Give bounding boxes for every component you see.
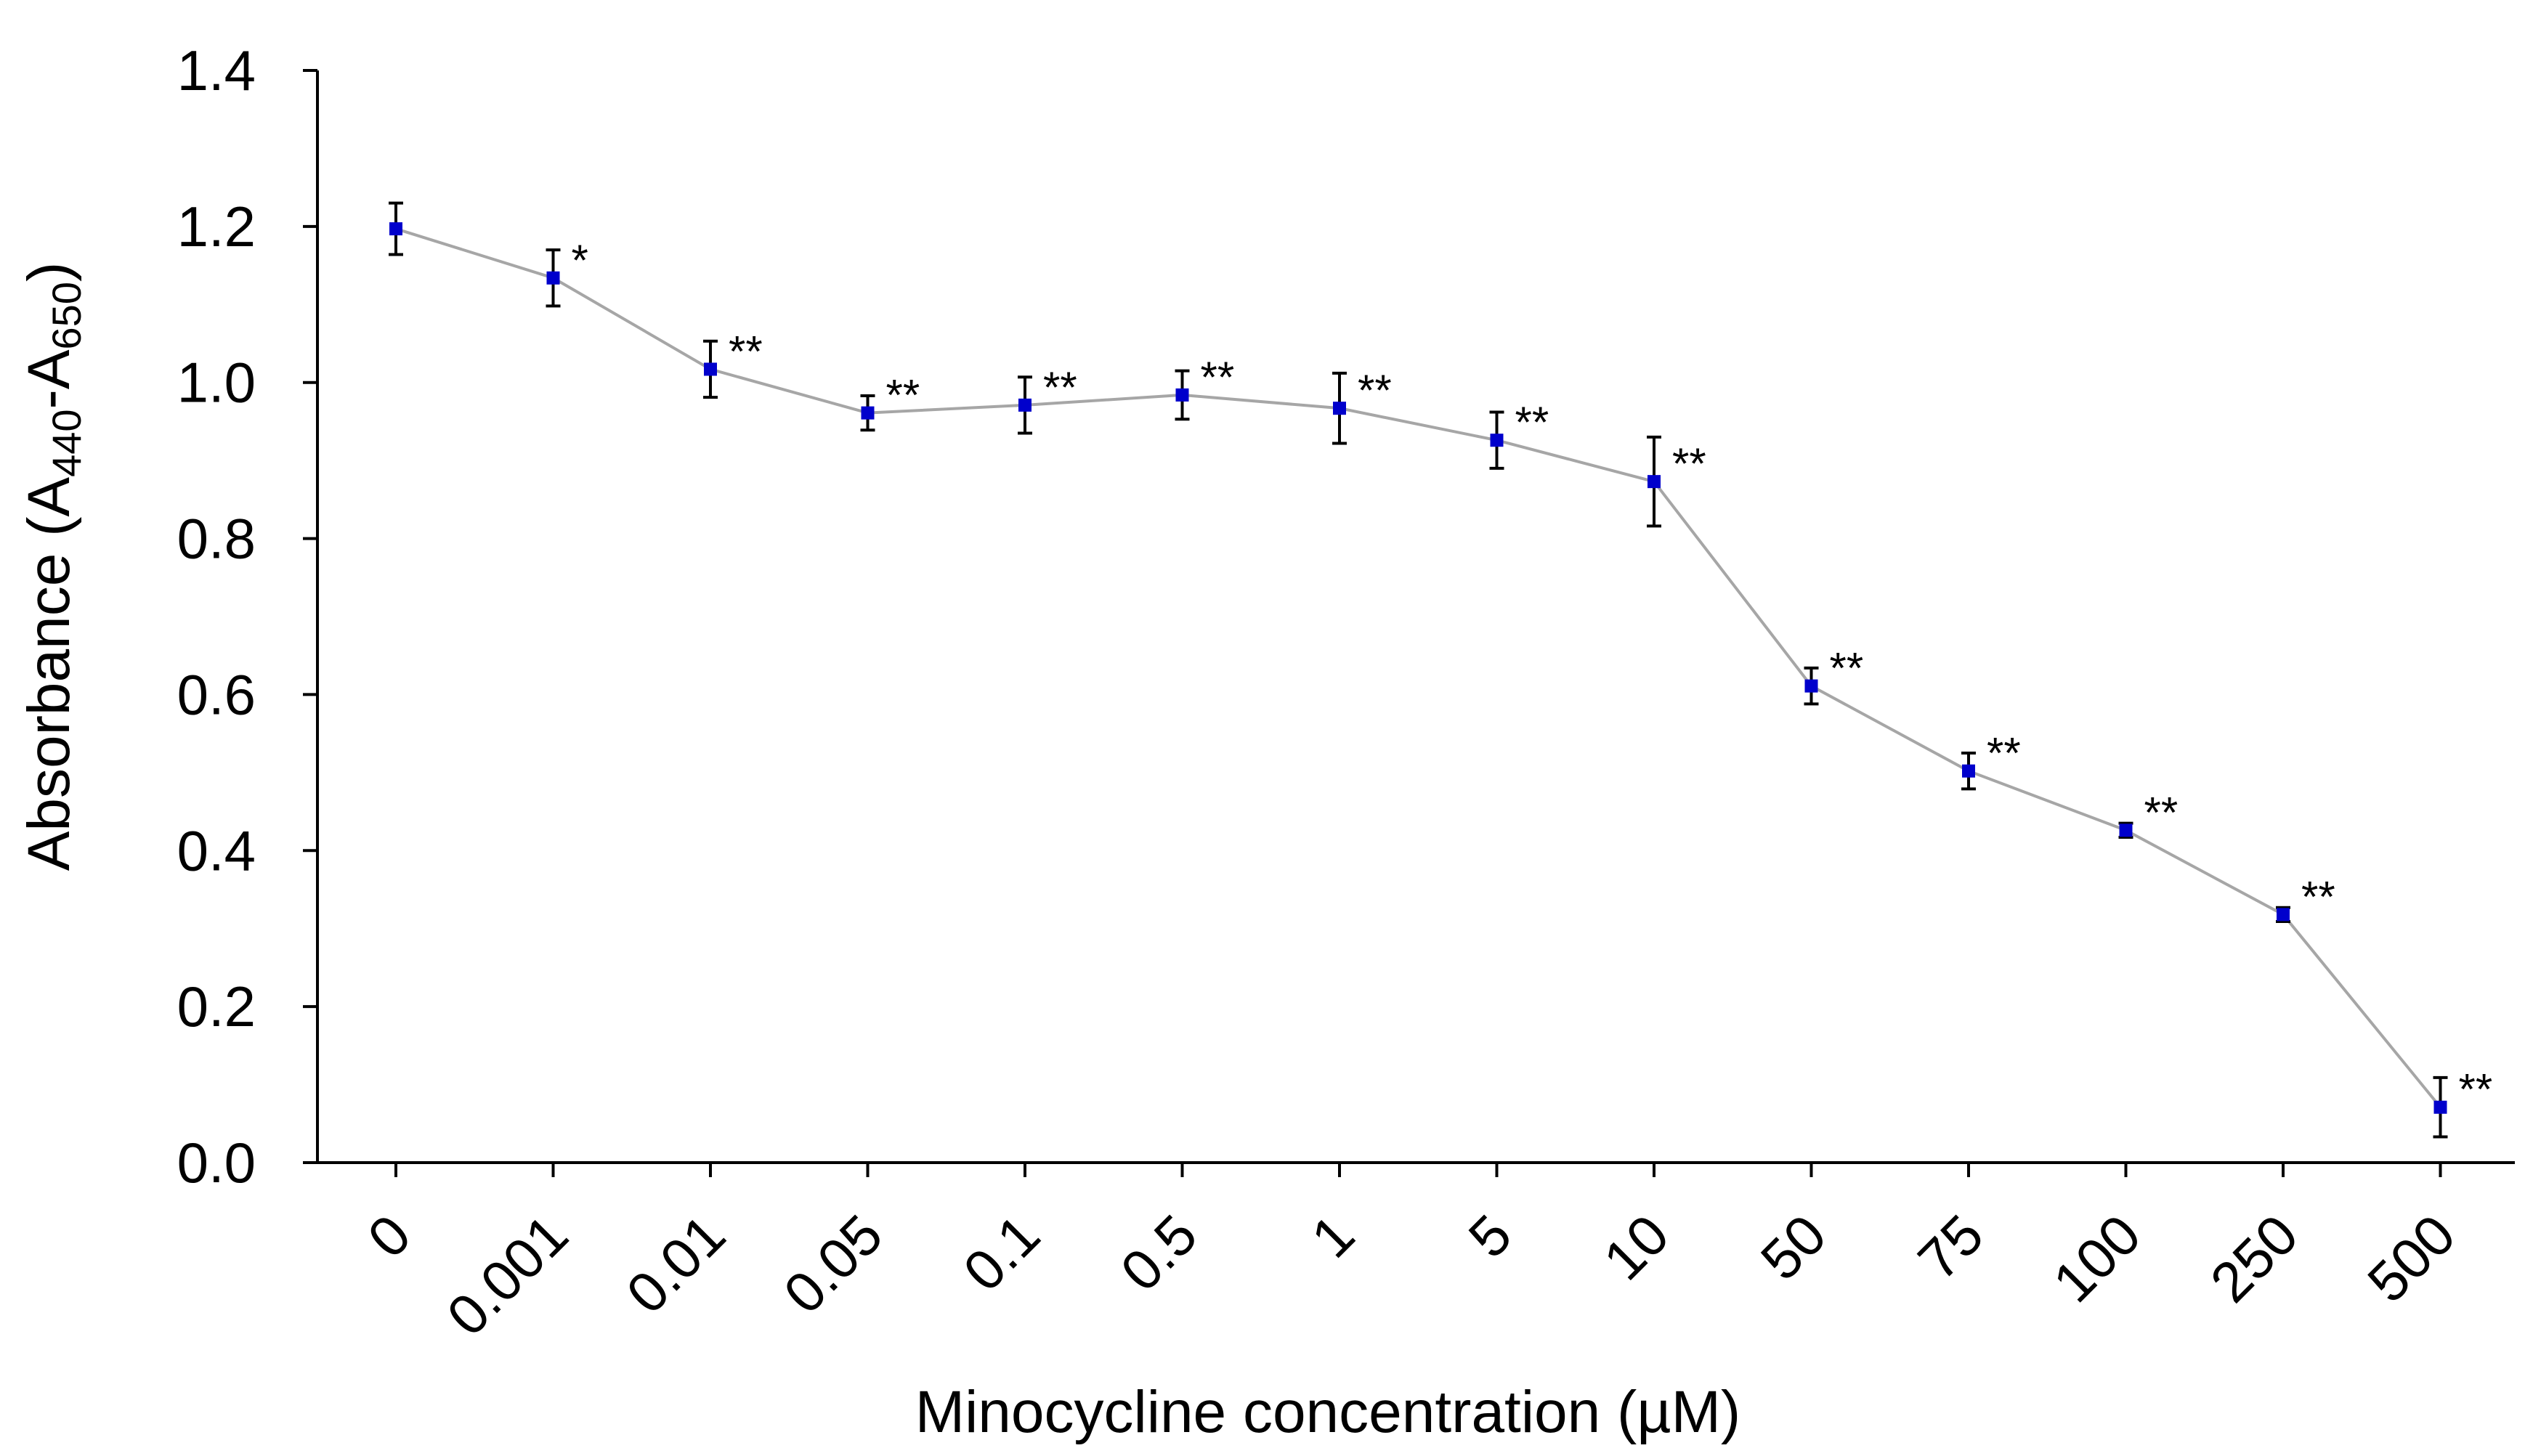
data-point [2277, 908, 2290, 922]
significance-label: ** [1043, 363, 1077, 412]
significance-label: ** [1201, 353, 1235, 402]
data-point [1490, 434, 1504, 447]
y-axis-ticks: 0.0 0.2 0.4 0.6 0.8 1.0 1.2 1.4 [177, 38, 317, 1195]
significance-label: ** [729, 327, 763, 375]
series-line [395, 227, 2442, 1108]
x-tick-label: 10 [1591, 1203, 1681, 1293]
x-tick-label: 1 [1299, 1203, 1366, 1270]
x-tick-label: 0.01 [614, 1203, 737, 1326]
x-tick-label: 50 [1748, 1203, 1839, 1293]
y-axis-title-sub2: 650 [44, 282, 89, 349]
data-point [1018, 398, 1032, 412]
significance-label: ** [2301, 872, 2335, 921]
y-tick-label: 0.4 [177, 818, 256, 882]
y-tick-label: 0.8 [177, 507, 256, 571]
data-point [546, 271, 560, 285]
significance-label: ** [1987, 729, 2021, 778]
x-tick-label: 0.1 [951, 1203, 1052, 1304]
data-point [389, 222, 402, 236]
data-point [1175, 388, 1189, 402]
chart-axes [316, 70, 2515, 1164]
y-tick-label: 1.4 [177, 38, 256, 102]
x-tick-label: 100 [2040, 1203, 2152, 1314]
x-tick-label: 0 [355, 1203, 423, 1270]
y-axis-title-mid: -A [16, 349, 82, 409]
significance-label: ** [1358, 366, 1392, 415]
y-tick-label: 0.0 [177, 1131, 256, 1195]
data-point [2433, 1100, 2447, 1114]
data-point [861, 406, 875, 420]
x-tick-label: 250 [2198, 1203, 2310, 1314]
y-tick-label: 1.2 [177, 195, 256, 259]
data-point [1648, 475, 1661, 489]
x-tick-label: 75 [1905, 1203, 1995, 1293]
y-tick-label: 0.6 [177, 662, 256, 726]
x-tick-label: 0.05 [771, 1203, 895, 1326]
data-point [1962, 764, 1975, 778]
significance-label: ** [1515, 398, 1549, 447]
significance-label: ** [886, 371, 920, 420]
x-tick-label: 0.5 [1109, 1203, 1209, 1304]
significance-label: ** [2459, 1065, 2493, 1114]
x-tick-label: 5 [1456, 1203, 1524, 1270]
x-tick-label: 500 [2355, 1203, 2467, 1314]
y-tick-label: 1.0 [177, 351, 256, 415]
data-point [704, 362, 717, 376]
data-point [1333, 402, 1346, 415]
x-axis-ticks: 0 0.001 0.01 0.05 0.1 0.5 1 5 10 50 75 100 250 500 [355, 1163, 2468, 1348]
y-axis-title-end: ) [16, 262, 82, 282]
significance-label: * [572, 236, 588, 285]
x-axis-title: Minocycline concentration (µM) [915, 1379, 1740, 1445]
data-series: ***** ** ** **************** [389, 201, 2493, 1139]
significance-label: ** [1672, 439, 1706, 488]
x-tick-label: 0.001 [434, 1203, 580, 1348]
y-tick-label: 0.2 [177, 975, 256, 1038]
significance-label: ** [2144, 788, 2179, 837]
y-axis-title: Absorbance (A440-A650) [16, 262, 89, 871]
y-axis-title-sub1: 440 [44, 409, 89, 476]
data-point [2119, 823, 2133, 837]
y-axis-title-base: Absorbance (A [16, 477, 82, 871]
significance-label: ** [1830, 644, 1864, 693]
data-point [1804, 679, 1818, 693]
